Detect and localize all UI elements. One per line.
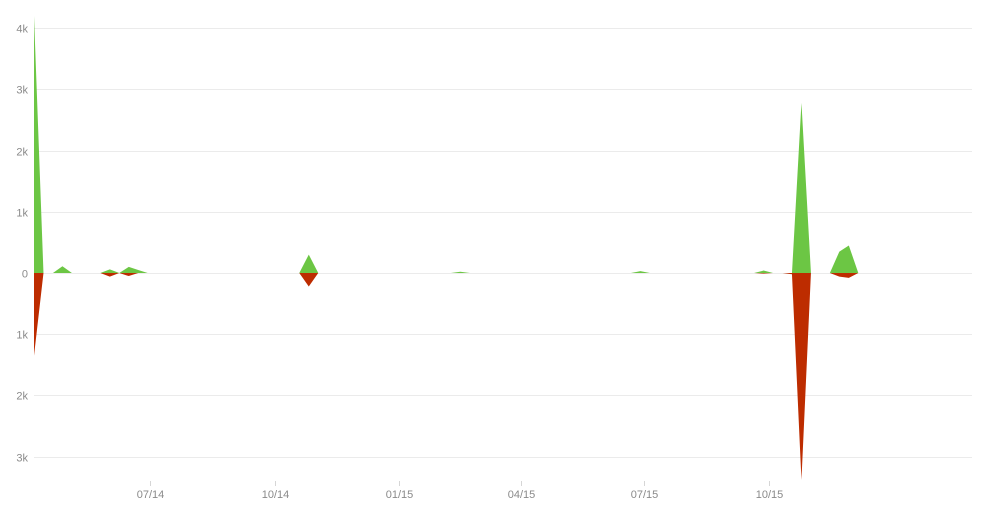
x-tick-label: 10/15	[756, 489, 784, 501]
y-tick-label: 2k	[16, 391, 28, 403]
y-tick-label: 0	[22, 269, 28, 281]
x-tick-label: 10/14	[262, 489, 290, 501]
x-tick-label: 04/15	[508, 489, 536, 501]
y-tick-label: 3k	[16, 453, 28, 465]
deletions-area	[34, 273, 859, 480]
y-tick-label: 2k	[16, 147, 28, 159]
y-tick-label: 4k	[16, 24, 28, 36]
gridlines	[34, 28, 972, 458]
y-axis: 4k 3k 2k 1k 0 1k 2k 3k	[16, 24, 28, 465]
additions-area	[34, 15, 859, 274]
series-areas	[34, 15, 859, 480]
y-tick-label: 1k	[16, 330, 28, 342]
x-axis: 07/14 10/14 01/15 04/15 07/15 10/15	[137, 481, 784, 501]
x-tick-label: 07/15	[631, 489, 659, 501]
y-tick-label: 1k	[16, 208, 28, 220]
y-tick-label: 3k	[16, 85, 28, 97]
x-tick-label: 07/14	[137, 489, 165, 501]
x-tick-label: 01/15	[386, 489, 414, 501]
